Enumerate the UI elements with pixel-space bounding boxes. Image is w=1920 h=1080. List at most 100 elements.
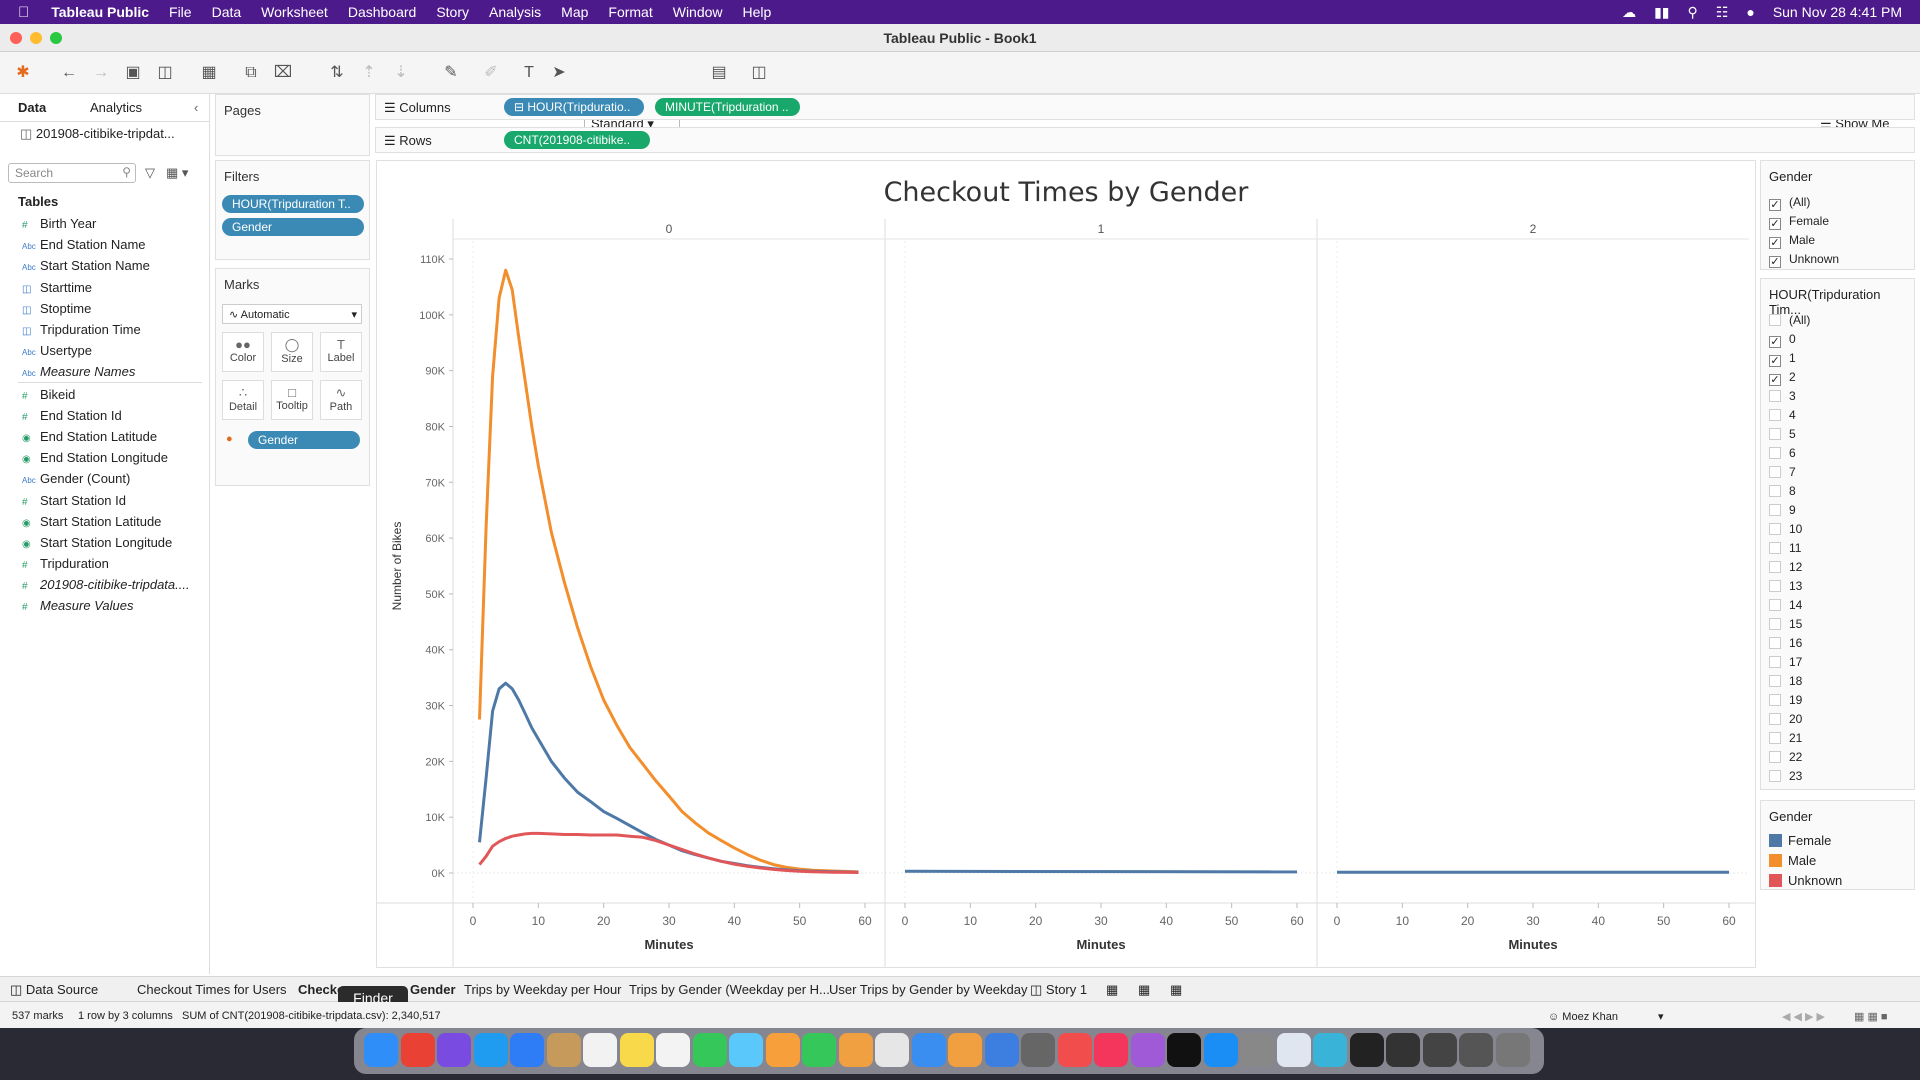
dock-app-icon[interactable] — [1203, 1033, 1238, 1067]
tab-analytics[interactable]: Analytics — [90, 100, 143, 115]
dock-app-icon[interactable] — [437, 1033, 471, 1067]
data-source-item[interactable]: ◫ 201908-citibike-tripdat... — [20, 126, 175, 141]
close-window-button[interactable] — [10, 32, 22, 44]
dock-app-icon[interactable] — [1021, 1033, 1055, 1067]
sort-ascending-icon[interactable]: ⇡ — [362, 64, 376, 81]
dock-app-icon[interactable] — [1130, 1033, 1165, 1067]
columns-pill-hour[interactable]: ⊟ HOUR(Tripduratio.. — [504, 98, 644, 116]
filter-checkbox-male[interactable]: ✓ Male — [1769, 233, 1815, 249]
new-dashboard-icon[interactable]: ▦ — [1138, 982, 1151, 997]
filter-checkbox-18[interactable]: 18 — [1769, 674, 1802, 688]
dock-app-icon[interactable] — [1422, 1033, 1457, 1067]
label-button[interactable]: T Label — [320, 332, 362, 372]
path-button[interactable]: ∿ Path — [320, 380, 362, 420]
clock[interactable]: Sun Nov 28 4:41 PM — [1772, 4, 1902, 20]
field-start-station-name[interactable]: Abc Start Station Name — [22, 258, 150, 273]
field-tripduration-time[interactable]: ◫ Tripduration Time — [22, 322, 141, 337]
dock-app-icon[interactable] — [802, 1033, 836, 1067]
legend-item-male[interactable]: Male — [1769, 853, 1816, 868]
dock-app-icon[interactable] — [765, 1033, 800, 1067]
filter-checkbox-12[interactable]: 12 — [1769, 560, 1802, 574]
legend-item-unknown[interactable]: Unknown — [1769, 873, 1842, 888]
menu-dashboard[interactable]: Dashboard — [336, 4, 417, 20]
swap-icon[interactable]: ⇅ — [330, 64, 344, 81]
presentation-icon[interactable]: ◫ — [751, 64, 767, 81]
dock-app-icon[interactable] — [1276, 1033, 1311, 1067]
filter-checkbox-7[interactable]: 7 — [1769, 465, 1796, 479]
dock-app-icon[interactable] — [1459, 1033, 1493, 1067]
dock-app-icon[interactable] — [400, 1033, 435, 1067]
filter-checkbox-14[interactable]: 14 — [1769, 598, 1802, 612]
minimize-window-button[interactable] — [30, 32, 42, 44]
legend-item-female[interactable]: Female — [1769, 833, 1831, 848]
tab-trips-weekday-hour[interactable]: Trips by Weekday per Hour — [464, 982, 622, 997]
pin-icon[interactable]: ➤ — [552, 64, 566, 81]
filter-checkbox-13[interactable]: 13 — [1769, 579, 1802, 593]
filter-checkbox-19[interactable]: 19 — [1769, 693, 1802, 707]
dock-app-icon[interactable] — [510, 1033, 544, 1067]
filter-checkbox-unknown[interactable]: ✓ Unknown — [1769, 252, 1839, 268]
field-end-station-id[interactable]: # End Station Id — [22, 408, 122, 423]
control-center-icon[interactable]: ☷ — [1715, 3, 1729, 20]
chart-view[interactable]: Checkout Times by Gender 0 1 2 0K 10K 20K 30K 40… — [376, 160, 1756, 968]
tab-trips-gender-weekday[interactable]: Trips by Gender (Weekday per H... — [629, 982, 830, 997]
filter-checkbox-3[interactable]: 3 — [1769, 389, 1796, 403]
tab-data-source[interactable]: ◫ Data Source — [10, 982, 99, 997]
filter-checkbox-8[interactable]: 8 — [1769, 484, 1796, 498]
tab-checkout-times-gender[interactable]: Checko — [298, 982, 345, 997]
filter-checkbox-20[interactable]: 20 — [1769, 712, 1802, 726]
filter-checkbox-4[interactable]: 4 — [1769, 408, 1796, 422]
filter-checkbox-all[interactable]: (All) — [1769, 313, 1810, 327]
filter-checkbox-2[interactable]: ✓ 2 — [1769, 370, 1796, 386]
save-icon[interactable]: ▣ — [125, 64, 141, 81]
menu-format[interactable]: Format — [597, 4, 652, 20]
field-end-station-latitude[interactable]: ◉ End Station Latitude — [22, 429, 157, 444]
dock-app-icon[interactable] — [1313, 1033, 1347, 1067]
dock-app-icon[interactable] — [911, 1033, 946, 1067]
dock-app-icon[interactable] — [948, 1033, 982, 1067]
cards-icon[interactable]: ▤ — [711, 64, 727, 81]
sort-descending-icon[interactable]: ⇣ — [394, 64, 408, 81]
filter-pill-gender[interactable]: Gender — [222, 218, 364, 236]
dock-app-icon[interactable] — [692, 1033, 727, 1067]
marks-pill-gender[interactable]: Gender — [248, 431, 360, 449]
search-input[interactable]: Search ⚲ — [8, 163, 136, 183]
filter-checkbox-22[interactable]: 22 — [1769, 750, 1802, 764]
dock-app-icon[interactable] — [1057, 1033, 1092, 1067]
dock-app-icon[interactable] — [656, 1033, 690, 1067]
filter-checkbox-0[interactable]: ✓ 0 — [1769, 332, 1796, 348]
filter-checkbox-16[interactable]: 16 — [1769, 636, 1802, 650]
filter-fields-icon[interactable]: ▽ — [145, 165, 155, 180]
field-start-station-id[interactable]: # Start Station Id — [22, 493, 126, 508]
dock-app-icon[interactable] — [729, 1033, 763, 1067]
dock-app-icon[interactable] — [1495, 1033, 1530, 1067]
highlight-icon[interactable]: ✎ — [444, 64, 458, 81]
tab-story-1[interactable]: ◫ Story 1 — [1030, 982, 1088, 997]
new-story-icon[interactable]: ▦ — [1170, 982, 1183, 997]
new-data-source-icon[interactable]: ◫ — [157, 64, 173, 81]
filters-card[interactable]: Filters HOUR(Tripduration T.. Gender — [215, 160, 370, 260]
group-icon[interactable]: ✐ — [484, 64, 498, 81]
view-mode-icon[interactable]: ▦ ▦ ■ — [1854, 1011, 1888, 1023]
redo-icon[interactable]: → — [93, 64, 109, 81]
filter-checkbox-6[interactable]: 6 — [1769, 446, 1796, 460]
menu-analysis[interactable]: Analysis — [477, 4, 541, 20]
pages-card[interactable]: Pages — [215, 94, 370, 156]
dock-app-icon[interactable] — [546, 1033, 581, 1067]
dock-app-icon[interactable] — [619, 1033, 654, 1067]
dock-app-icon[interactable] — [473, 1033, 508, 1067]
field-birth-year[interactable]: # Birth Year — [22, 216, 96, 231]
tab-checkout-times-gender-suffix[interactable]: Gender — [410, 982, 456, 997]
filter-pill-hour[interactable]: HOUR(Tripduration T.. — [222, 195, 364, 213]
new-sheet-icon[interactable]: ▦ — [1106, 982, 1119, 997]
menu-help[interactable]: Help — [731, 4, 772, 20]
label-toggle-icon[interactable]: T — [524, 64, 534, 81]
rows-pill-count[interactable]: CNT(201908-citibike.. — [504, 131, 650, 149]
zoom-window-button[interactable] — [50, 32, 62, 44]
collapse-pane-icon[interactable]: ‹ — [194, 100, 199, 115]
field-start-station-longitude[interactable]: ◉ Start Station Longitude — [22, 535, 172, 550]
dock-app-icon[interactable] — [1094, 1033, 1128, 1067]
app-menu[interactable]: Tableau Public — [40, 4, 149, 20]
dock-app-icon[interactable] — [875, 1033, 909, 1067]
dock-app-icon[interactable] — [583, 1033, 617, 1067]
